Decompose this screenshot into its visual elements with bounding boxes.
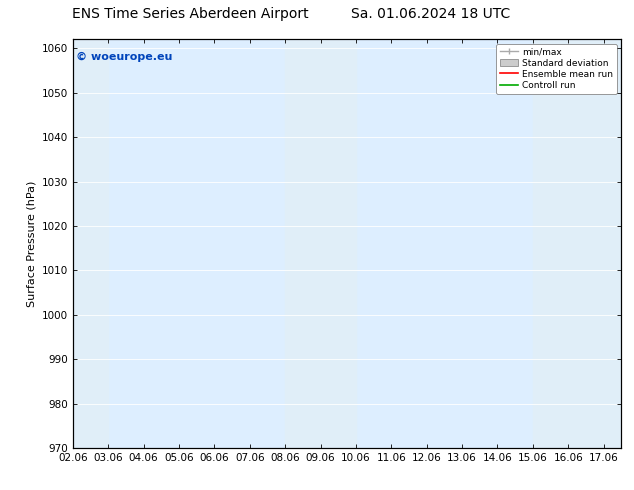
Legend: min/max, Standard deviation, Ensemble mean run, Controll run: min/max, Standard deviation, Ensemble me…: [496, 44, 617, 94]
Text: ENS Time Series Aberdeen Airport: ENS Time Series Aberdeen Airport: [72, 7, 309, 22]
Text: © woeurope.eu: © woeurope.eu: [75, 51, 172, 62]
Bar: [285, 39, 356, 448]
Text: Sa. 01.06.2024 18 UTC: Sa. 01.06.2024 18 UTC: [351, 7, 511, 22]
Y-axis label: Surface Pressure (hPa): Surface Pressure (hPa): [26, 181, 36, 307]
Bar: [73, 39, 108, 448]
Bar: [533, 39, 621, 448]
